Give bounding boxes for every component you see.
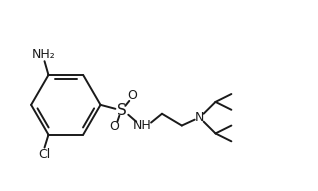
Text: Cl: Cl — [38, 148, 51, 161]
Text: N: N — [195, 111, 204, 124]
Text: O: O — [109, 120, 119, 133]
Text: NH: NH — [133, 119, 151, 132]
Text: S: S — [117, 103, 127, 118]
Text: NH₂: NH₂ — [32, 48, 55, 61]
Text: O: O — [127, 90, 137, 103]
